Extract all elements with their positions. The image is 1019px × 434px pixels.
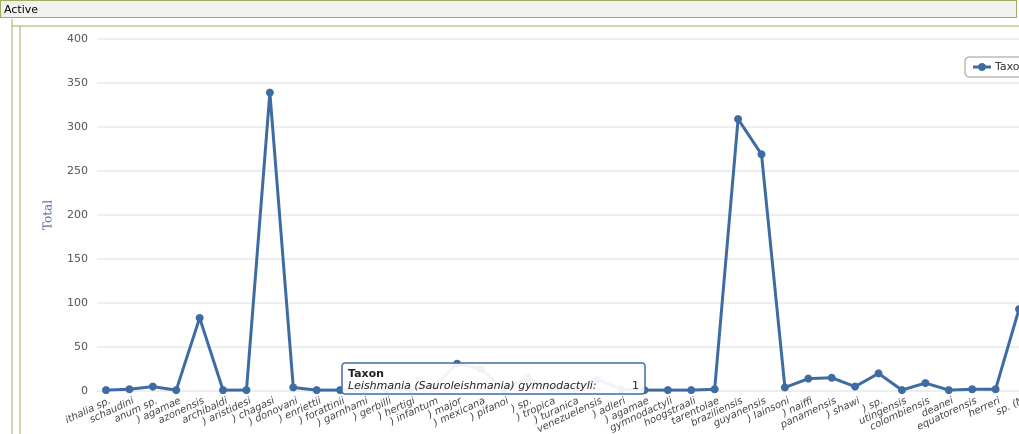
data-point: [921, 379, 930, 388]
data-point: [827, 373, 836, 382]
data-point: [780, 383, 789, 392]
tooltip-value: 1: [632, 379, 639, 392]
y-tick-label: 200: [67, 208, 88, 221]
panel-header: Active: [0, 0, 1017, 18]
data-point: [687, 386, 696, 395]
data-point: [663, 386, 672, 395]
y-tick-label: 0: [81, 384, 88, 397]
data-point: [804, 374, 813, 383]
data-point: [265, 88, 274, 97]
data-point: [195, 313, 204, 322]
y-tick-label: 350: [67, 76, 88, 89]
data-point: [148, 382, 157, 391]
data-point: [219, 386, 228, 395]
y-tick-label: 250: [67, 164, 88, 177]
legend-swatch: [978, 63, 986, 71]
data-point: [289, 383, 298, 392]
series-line: [105, 91, 1019, 392]
legend-box: [964, 56, 1019, 78]
data-point: [874, 369, 883, 378]
data-point: [757, 150, 766, 159]
data-point: [991, 385, 1000, 394]
y-tick-label: 400: [67, 32, 88, 45]
data-point: [172, 386, 181, 395]
y-tick-label: 300: [67, 120, 88, 133]
legend: Taxon: [964, 56, 1019, 78]
data-point: [710, 385, 719, 394]
data-point: [968, 385, 977, 394]
tooltip-title: Taxon: [348, 367, 384, 380]
y-axis-label: Total: [41, 200, 55, 230]
data-point: [851, 382, 860, 391]
legend-label: Taxon: [994, 60, 1019, 73]
y-tick-label: 50: [74, 340, 88, 353]
y-tick-label: 100: [67, 296, 88, 309]
tooltip-box: [341, 362, 646, 395]
data-point: [125, 385, 134, 394]
data-point: [312, 386, 321, 395]
data-point: [102, 386, 110, 395]
y-tick-label: 150: [67, 252, 88, 265]
data-point: [897, 386, 906, 395]
data-point: [242, 386, 251, 395]
data-point: [1015, 305, 1019, 314]
data-point: [944, 386, 953, 395]
data-point: [734, 115, 743, 124]
tooltip-label: Leishmania (Sauroleishmania) gymnodactyl…: [348, 379, 597, 392]
